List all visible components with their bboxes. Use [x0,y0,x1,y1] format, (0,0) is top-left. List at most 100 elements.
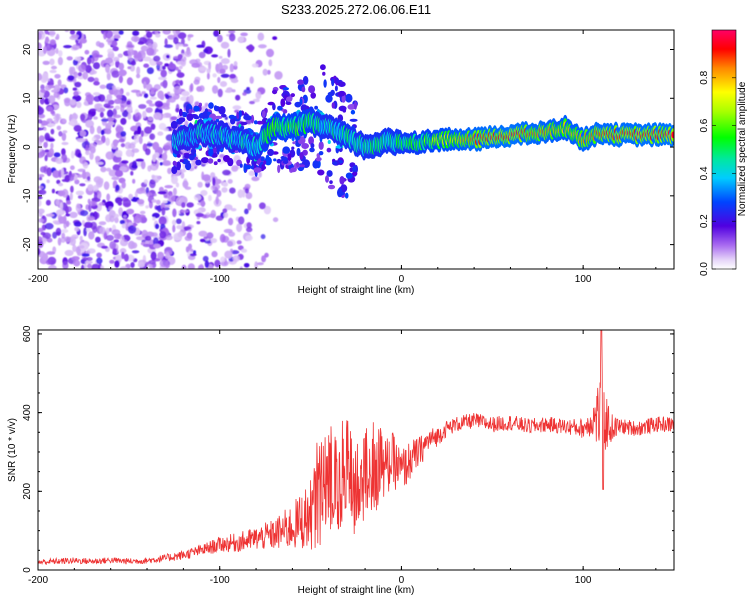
noise-blob [86,228,91,232]
scatter-blob [308,136,314,145]
scatter-blob [299,164,305,168]
scatter-blob [290,93,295,98]
noise-blob [118,75,123,84]
noise-blob [150,123,156,130]
noise-blob [97,191,102,199]
noise-blob [149,96,157,100]
noise-blob [211,250,218,258]
noise-blob [140,45,149,52]
noise-blob [114,105,120,110]
noise-blob [135,112,142,121]
noise-blob [45,36,50,44]
noise-blob [242,92,247,96]
y-tick-label: 400 [22,404,33,421]
noise-blob [89,152,94,160]
spectrogram-noise-blobs [38,30,283,269]
noise-blob [267,69,271,75]
noise-blob [119,220,125,225]
noise-blob [136,73,141,79]
noise-blob [200,200,206,208]
noise-blob [55,199,60,206]
noise-blob [208,194,212,202]
noise-blob [92,184,99,192]
scatter-blob [243,114,251,121]
chart-title: S233.2025.272.06.06.E11 [281,2,431,17]
noise-blob [111,229,121,236]
noise-blob [196,221,201,225]
noise-blob [57,79,62,87]
noise-blob [131,35,140,42]
snr-x-axis-label: Height of straight line (km) [298,585,415,596]
noise-blob [150,87,156,91]
noise-blob [112,85,116,91]
noise-blob [105,227,110,234]
noise-blob [139,210,146,215]
noise-blob [177,231,184,238]
noise-blob [71,234,79,239]
scatter-blob [267,148,275,157]
noise-blob [115,125,124,133]
noise-blob [44,98,49,103]
noise-blob [251,176,260,182]
scatter-blob [325,94,333,103]
noise-blob [159,231,167,239]
noise-blob [175,182,180,188]
noise-blob [72,244,77,252]
noise-blob [193,194,202,201]
snr-x-ticks: -200 -100 0 100 [28,330,657,586]
noise-blob [224,89,232,93]
noise-blob [48,264,57,269]
noise-blob [137,52,142,58]
noise-blob [217,76,221,84]
noise-blob [38,199,42,207]
noise-blob [70,150,75,159]
noise-blob [175,66,179,71]
scatter-blob [349,167,354,173]
noise-blob [229,187,236,194]
noise-blob [126,100,131,105]
noise-blob [89,146,96,154]
scatter-blob [352,165,357,174]
noise-blob [106,234,114,241]
noise-blob [254,261,258,269]
noise-blob [190,83,194,92]
noise-blob [106,73,111,81]
scatter-blob [310,92,317,99]
noise-blob [172,224,176,233]
noise-blob [180,57,187,67]
noise-blob [49,58,55,66]
noise-blob [221,187,228,193]
scatter-blob [228,114,236,120]
noise-blob [118,62,125,71]
scatter-blob [341,94,346,103]
noise-blob [213,30,220,36]
noise-blob [204,260,210,268]
noise-blob [146,67,154,75]
noise-blob [246,222,252,229]
noise-blob [112,114,122,119]
noise-blob [38,247,41,256]
noise-blob [40,84,45,90]
noise-blob [151,199,157,203]
noise-blob [175,218,182,225]
snr-y-ticks: 0 200 400 600 [22,325,674,573]
noise-blob [58,131,63,137]
noise-blob [210,238,218,244]
noise-blob [198,230,208,237]
noise-blob [167,63,176,70]
noise-blob [255,91,262,100]
scatter-blob [215,118,220,123]
noise-blob [140,130,144,138]
noise-blob [171,219,177,226]
snr-y-axis-label: SNR (10 * v/v) [7,418,18,482]
noise-blob [46,118,53,123]
noise-blob [87,248,96,254]
snr-plot-area [38,330,674,565]
noise-blob [80,113,86,121]
noise-blob [147,43,153,50]
noise-blob [105,151,115,160]
noise-blob [84,221,93,229]
noise-blob [198,66,208,71]
noise-blob [81,253,90,257]
